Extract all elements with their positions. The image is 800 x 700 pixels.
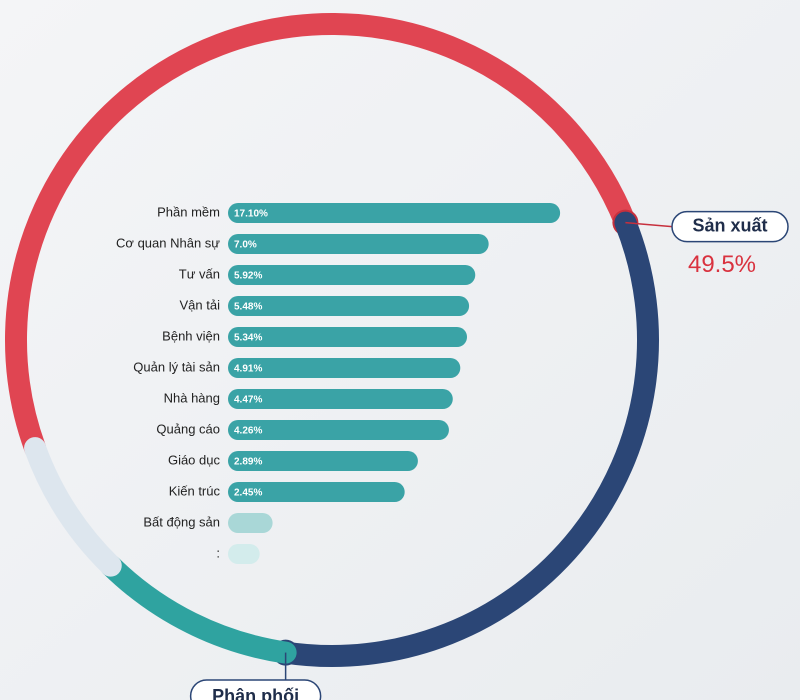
bar-chart: Phần mềm 17.10% Cơ quan Nhân sự 7.0% Tư vấn 5… xyxy=(116,203,561,564)
bar xyxy=(228,358,461,378)
bar xyxy=(228,296,470,316)
value-label: 4.26% xyxy=(234,426,262,437)
segment-value: 49.5% xyxy=(688,251,756,278)
category-label: Giáo dục xyxy=(168,452,221,467)
ring-segment xyxy=(99,554,297,664)
bar xyxy=(228,203,561,223)
category-label: Nhà hàng xyxy=(164,390,220,405)
value-label: 4.91% xyxy=(234,364,262,375)
bar xyxy=(228,420,449,440)
value-label: 5.34% xyxy=(234,333,262,344)
category-label: Phần mềm xyxy=(157,204,220,219)
value-label: 17.10% xyxy=(234,209,268,220)
value-label: 5.92% xyxy=(234,271,262,282)
category-label: Vận tải xyxy=(180,297,221,312)
category-label: Kiến trúc xyxy=(169,483,221,498)
labels: Sản xuất 49.5% Phân phối xyxy=(189,210,789,700)
category-label: : xyxy=(216,545,220,560)
bar xyxy=(228,265,476,285)
value-label: 2.45% xyxy=(234,488,262,499)
label-pill xyxy=(189,679,322,700)
label-pill xyxy=(671,210,789,243)
category-label: Bệnh viện xyxy=(162,328,220,343)
bar xyxy=(228,544,260,564)
category-label: Quản lý tài sản xyxy=(133,359,220,374)
category-label: Cơ quan Nhân sự xyxy=(116,235,220,250)
bar xyxy=(228,513,273,533)
ring-segment xyxy=(5,13,637,460)
segment-label: Phân phối xyxy=(212,686,299,700)
ring-segment xyxy=(24,437,122,577)
category-label: Quảng cáo xyxy=(156,421,220,436)
donut xyxy=(5,13,659,667)
value-label: 4.47% xyxy=(234,395,262,406)
value-label: 7.0% xyxy=(234,240,257,251)
bar xyxy=(228,451,418,471)
category-label: Bất động sản xyxy=(143,514,220,529)
value-label: 5.48% xyxy=(234,302,262,313)
bar xyxy=(228,389,453,409)
pointer xyxy=(625,221,673,228)
bar xyxy=(228,234,489,254)
bar xyxy=(228,482,405,502)
category-label: Tư vấn xyxy=(179,266,220,281)
bar xyxy=(228,327,468,347)
value-label: 2.89% xyxy=(234,457,262,468)
segment-label: Sản xuất xyxy=(692,215,767,235)
ring-segment xyxy=(274,211,659,667)
